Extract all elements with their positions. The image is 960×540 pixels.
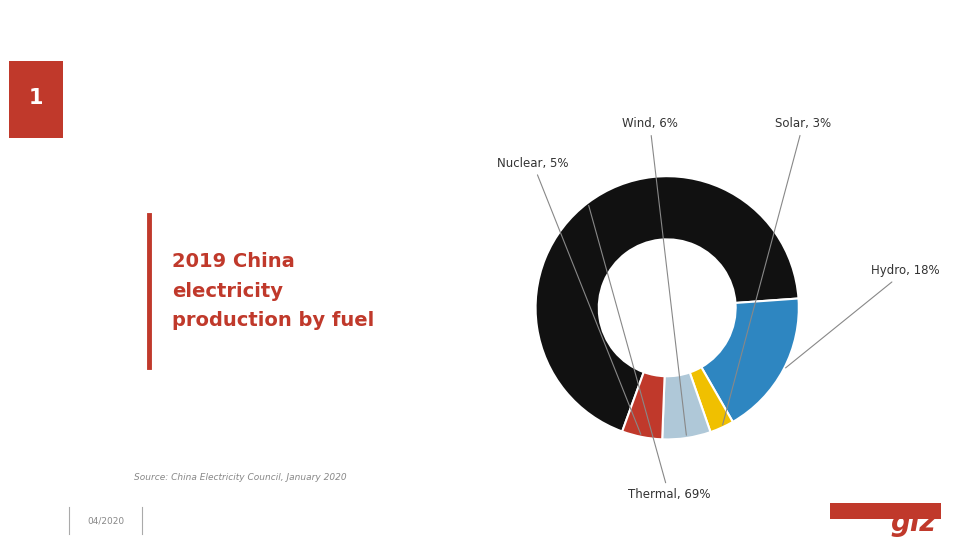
Text: giz: giz (891, 509, 936, 537)
Text: Source: China Electricity Council, January 2020: Source: China Electricity Council, Janua… (134, 474, 347, 482)
Text: 1: 1 (29, 88, 43, 108)
Wedge shape (702, 299, 799, 422)
Text: 2019 China
electricity
production by fuel: 2019 China electricity production by fue… (172, 252, 374, 330)
Text: China’s electricity system is still dominated by coal thermal,
but non-fossil sh: China’s electricity system is still domi… (78, 79, 481, 111)
Text: 04/2020: 04/2020 (87, 516, 124, 525)
Wedge shape (662, 373, 710, 440)
Text: Wind, 6%: Wind, 6% (622, 117, 686, 435)
FancyBboxPatch shape (830, 503, 941, 518)
Wedge shape (622, 372, 664, 440)
Text: Nuclear, 5%: Nuclear, 5% (497, 157, 641, 434)
Text: Hydro, 18%: Hydro, 18% (785, 265, 940, 368)
FancyBboxPatch shape (9, 62, 63, 138)
Wedge shape (536, 176, 799, 431)
Text: Solar, 3%: Solar, 3% (723, 117, 831, 425)
Text: Thermal, 69%: Thermal, 69% (588, 205, 710, 501)
Wedge shape (689, 367, 732, 432)
